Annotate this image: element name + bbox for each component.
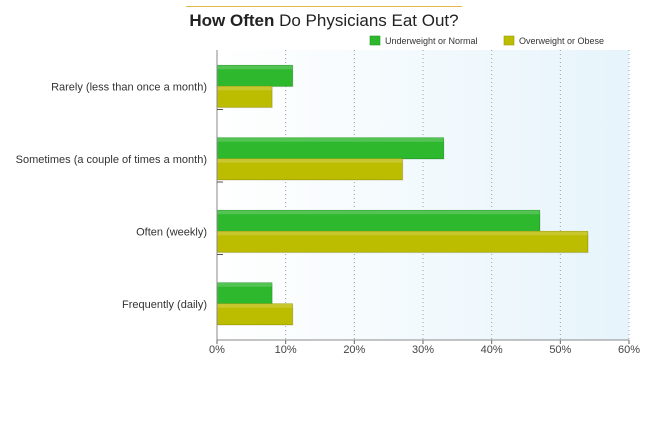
- bar-highlight: [217, 231, 588, 236]
- bar-highlight: [217, 65, 293, 70]
- chart-title: How Often Do Physicians Eat Out?: [186, 11, 462, 31]
- category-label: Often (weekly): [136, 226, 207, 238]
- bar-highlight: [217, 210, 540, 215]
- x-tick-label: 50%: [549, 344, 571, 356]
- title-rule: [186, 6, 462, 7]
- x-tick-label: 0%: [209, 344, 225, 356]
- legend-label: Overweight or Obese: [519, 36, 604, 46]
- bar-highlight: [217, 86, 272, 91]
- legend-swatch: [503, 35, 515, 46]
- chart-title-rest: Do Physicians Eat Out?: [274, 11, 459, 30]
- bar-highlight: [217, 137, 444, 142]
- category-label: Frequently (daily): [122, 299, 207, 311]
- chart-title-bold: How Often: [189, 11, 275, 30]
- x-tick-label: 10%: [275, 344, 297, 356]
- bar-highlight: [217, 303, 293, 308]
- bar-highlight: [217, 158, 403, 163]
- legend-swatch: [369, 35, 381, 46]
- x-tick-label: 20%: [343, 344, 365, 356]
- legend-label: Underweight or Normal: [385, 36, 478, 46]
- x-tick-label: 60%: [618, 344, 640, 356]
- category-label: Rarely (less than once a month): [51, 81, 207, 93]
- x-tick-label: 40%: [481, 344, 503, 356]
- x-tick-label: 30%: [412, 344, 434, 356]
- category-label: Sometimes (a couple of times a month): [16, 154, 207, 166]
- bar-highlight: [217, 282, 272, 287]
